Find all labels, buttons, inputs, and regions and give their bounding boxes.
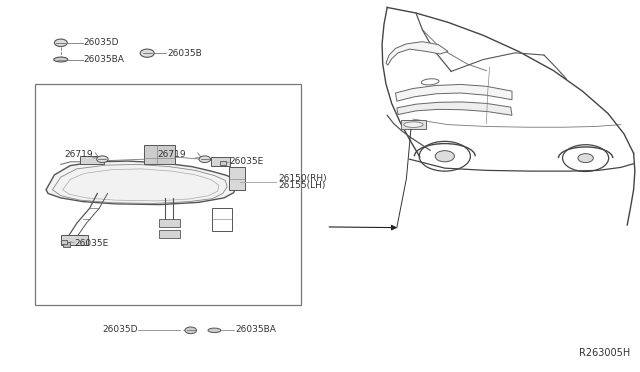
- Text: 26719: 26719: [64, 150, 93, 159]
- Circle shape: [97, 156, 108, 163]
- Ellipse shape: [404, 122, 423, 127]
- Text: R263005H: R263005H: [579, 348, 630, 358]
- Text: 26719: 26719: [157, 150, 186, 158]
- Ellipse shape: [54, 57, 68, 62]
- Text: 26035B: 26035B: [167, 49, 202, 58]
- Bar: [220, 161, 226, 165]
- Bar: [61, 235, 88, 245]
- Text: 26150(RH): 26150(RH): [278, 174, 327, 183]
- Circle shape: [54, 39, 67, 46]
- Circle shape: [578, 154, 593, 163]
- Bar: [159, 219, 180, 227]
- Text: 26035E: 26035E: [229, 157, 264, 166]
- Bar: [144, 145, 175, 164]
- Bar: [63, 242, 70, 247]
- Circle shape: [435, 151, 454, 162]
- Bar: [35, 84, 301, 305]
- Bar: [61, 240, 67, 244]
- Bar: [212, 208, 232, 231]
- Circle shape: [140, 49, 154, 57]
- Circle shape: [185, 327, 196, 334]
- Bar: [211, 157, 230, 166]
- Text: 26035BA: 26035BA: [236, 326, 276, 334]
- Text: 26035BA: 26035BA: [84, 55, 125, 64]
- Polygon shape: [396, 84, 512, 101]
- Circle shape: [199, 156, 211, 163]
- Polygon shape: [386, 42, 448, 65]
- Bar: [80, 156, 104, 164]
- Bar: [159, 230, 180, 238]
- Text: 26035D: 26035D: [102, 326, 138, 334]
- Bar: [401, 120, 426, 129]
- Bar: [229, 167, 245, 190]
- Ellipse shape: [208, 328, 221, 333]
- Text: 26035D: 26035D: [84, 38, 119, 47]
- Text: 26035E: 26035E: [74, 239, 109, 248]
- Polygon shape: [46, 161, 237, 205]
- Text: 26155(LH): 26155(LH): [278, 181, 326, 190]
- Polygon shape: [397, 102, 512, 115]
